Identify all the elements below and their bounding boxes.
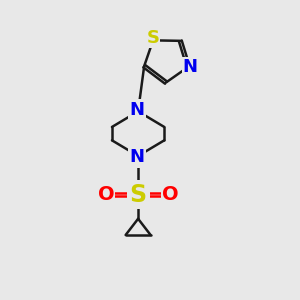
Text: N: N [129, 148, 144, 166]
Text: N: N [129, 101, 144, 119]
Text: N: N [183, 58, 198, 76]
Text: S: S [146, 29, 160, 47]
Text: O: O [162, 185, 178, 204]
Text: S: S [130, 183, 147, 207]
Text: O: O [98, 185, 114, 204]
